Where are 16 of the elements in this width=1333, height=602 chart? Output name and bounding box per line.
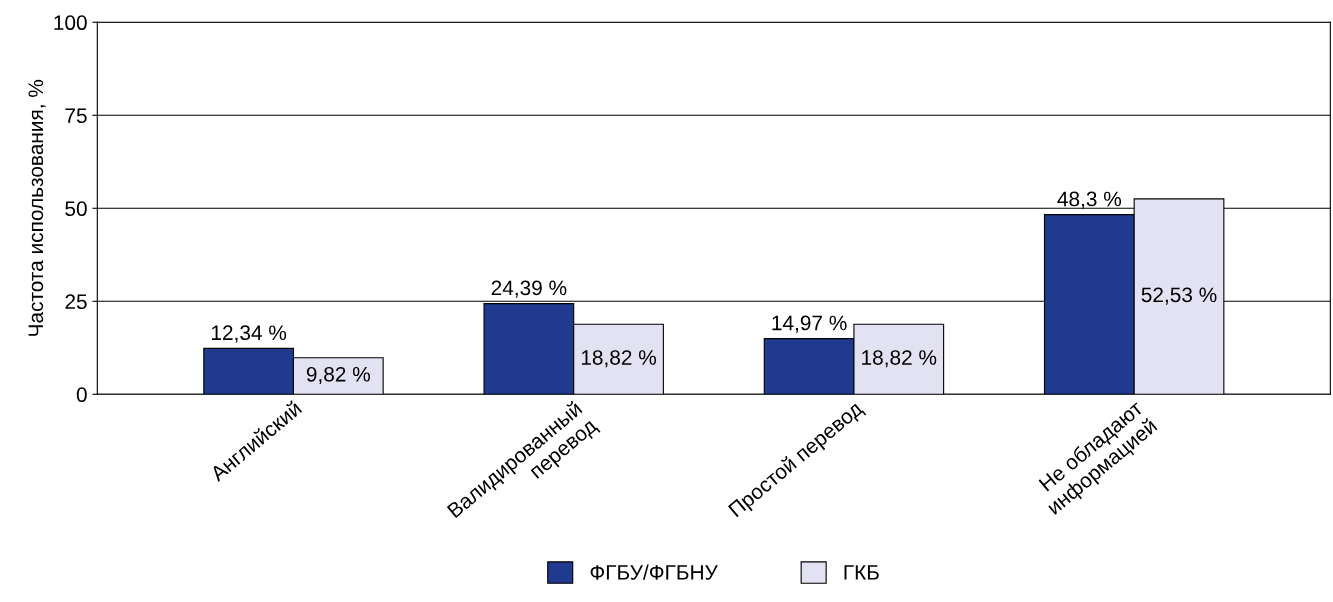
data-label: 18,82 % [862,350,937,368]
y-tick-label: 0 [76,387,87,403]
legend-label: ГКБ [844,565,879,580]
data-label: 14,97 % [772,315,847,333]
legend-label: ФГБУ/ФГБНУ [590,564,718,580]
y-tick-label: 75 [65,108,87,124]
data-label: 48,3 % [1057,191,1122,209]
data-label: 18,82 % [581,350,657,368]
data-label: 24,39 % [491,280,567,298]
data-label: 9,82 % [306,366,370,385]
y-tick-label: 25 [65,294,87,310]
y-axis-title: Частота использования, % [28,79,46,336]
y-tick-label: 100 [54,15,87,31]
y-tick-label: 50 [65,201,87,217]
data-label: 52,53 % [1141,287,1217,305]
data-label: 12,34 % [212,325,287,343]
